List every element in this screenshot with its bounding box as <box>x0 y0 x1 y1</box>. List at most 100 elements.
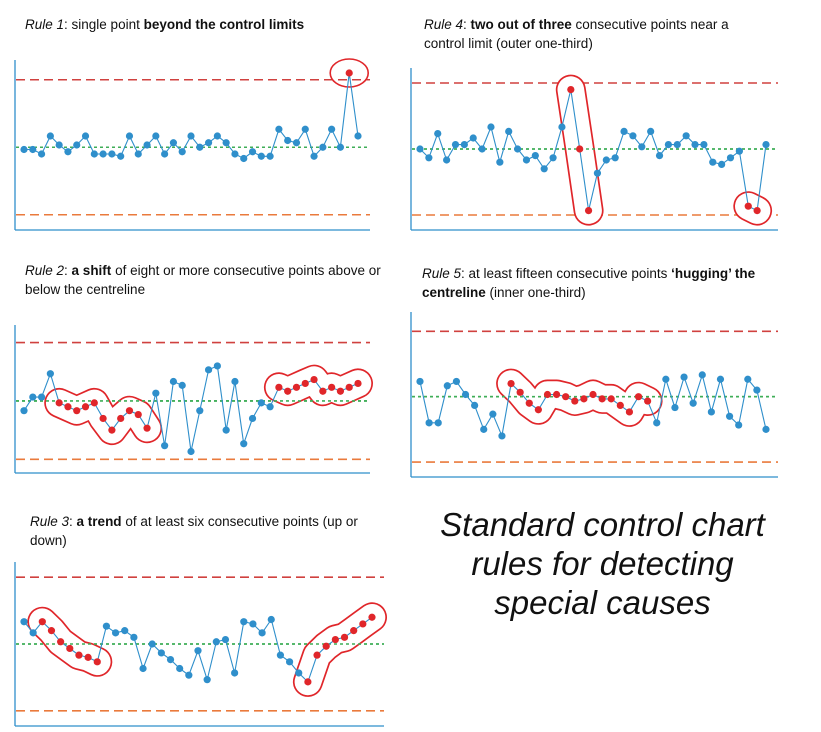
rule5-highlight-point <box>644 397 652 405</box>
rule4-highlight-point <box>584 207 593 215</box>
rule5-highlight-point <box>507 379 515 388</box>
rule3-highlight-point <box>359 620 367 628</box>
rule1-data-point <box>204 139 213 147</box>
rule3-data-point <box>285 658 294 666</box>
rule1-data-point <box>108 150 116 158</box>
rule3-caption: Rule 3: a trend of at least six consecut… <box>30 512 390 550</box>
rule4-highlight-point <box>744 202 752 210</box>
rule1-data-point <box>161 150 169 158</box>
rule4-data-point <box>647 127 655 135</box>
rule2-highlight-point <box>108 426 116 434</box>
rule3-highlight-point <box>313 651 321 659</box>
title-line-3: special causes <box>494 584 711 621</box>
rule4-data-point <box>762 141 770 149</box>
rule2-data-point <box>231 377 239 386</box>
rule2-data-point <box>46 370 54 378</box>
rule5-highlight-point <box>543 390 552 399</box>
rule4-data-point <box>638 143 646 151</box>
rule5-highlight-point <box>516 388 524 396</box>
rule5-caption-pre: : at least fifteen consecutive points <box>461 266 672 281</box>
rule4-data-point <box>425 154 433 162</box>
title-line-2: rules for detecting <box>471 545 734 582</box>
rule1-data-point <box>46 132 54 140</box>
rule1-data-point <box>64 148 72 156</box>
rule1-data-point <box>310 152 318 160</box>
rule1-highlight-point <box>345 69 353 77</box>
rule3-data-point <box>29 629 37 637</box>
rule2-caption-rule: Rule 2 <box>25 263 65 278</box>
rule4-data-point <box>673 141 681 149</box>
rule3-data-point <box>121 627 129 635</box>
rule3-caption-post: of at least six consecutive points (up o… <box>30 514 358 548</box>
rule1-data-point <box>301 125 309 133</box>
rule3-highlight-point <box>84 653 92 661</box>
rule3-data-point <box>176 664 184 673</box>
rule2-data-point <box>169 377 178 386</box>
rule5-data-point <box>653 419 661 427</box>
rule5-data-point <box>489 410 497 418</box>
rule1-data-point <box>125 132 134 140</box>
rule2-highlight-point <box>328 383 336 391</box>
rule4-data-point <box>735 147 743 155</box>
rule2-highlight-point <box>55 399 63 407</box>
rule1-data-point <box>143 141 151 149</box>
rule3-highlight-point <box>322 642 330 650</box>
rule1-data-point <box>81 132 90 140</box>
rule4-data-point <box>487 123 495 131</box>
rule2-data-point <box>178 381 186 389</box>
rule1-data-point <box>90 150 98 158</box>
rule1-data-point <box>231 150 239 158</box>
rule1-data-point <box>248 148 257 156</box>
rule4-data-point <box>558 123 566 131</box>
rule3-highlight-point <box>304 678 312 686</box>
rule2-data-point <box>213 362 221 370</box>
rule3-data-point <box>148 640 156 648</box>
rule3-data-point <box>295 669 303 677</box>
rule4-data-point <box>620 127 628 135</box>
rule2-data-point <box>161 442 169 450</box>
rule2-highlight-point <box>125 407 134 415</box>
rule5-highlight-point <box>534 406 542 414</box>
rule2-highlight-point <box>143 424 151 432</box>
rule5-caption-bold: ‘hugging’ the centreline <box>422 266 756 300</box>
rule4-caption-rule: Rule 4 <box>424 17 464 32</box>
rule2-data-point <box>196 407 204 415</box>
rule1-data-point <box>292 139 301 147</box>
rule5-data-point <box>698 371 706 379</box>
rule4-data-point <box>655 152 664 160</box>
rule4-highlight-point <box>753 207 761 215</box>
rule3-highlight-point <box>331 635 339 644</box>
rule1-data-point <box>257 152 265 160</box>
rule4-caption-post: consecutive points near a control limit … <box>424 17 729 51</box>
rule2-highlight-point <box>354 379 362 388</box>
rule3-data-point <box>267 615 275 624</box>
rule5-highlight-point <box>562 393 570 401</box>
rule3-highlight-point <box>57 638 65 646</box>
rule5-highlight-point <box>525 399 533 407</box>
rule2-data-point <box>266 403 274 411</box>
rule2-highlight-point <box>336 387 345 395</box>
rule1-data-point <box>178 148 186 156</box>
rule5-highlight-point <box>589 390 597 399</box>
rule5-caption: Rule 5: at least fifteen consecutive poi… <box>422 264 812 302</box>
rule5-highlight-point <box>616 401 624 410</box>
rule2-highlight-point <box>345 383 353 391</box>
rule2-data-point <box>37 393 46 401</box>
rule2-highlight-point <box>73 407 81 415</box>
rule1-caption-bold: beyond the control limits <box>143 17 305 32</box>
rule2-caption: Rule 2: a shift of eight or more consecu… <box>25 261 385 299</box>
rule5-data-point <box>452 377 461 386</box>
rule5-data-point <box>762 425 770 433</box>
rule2-highlight-point <box>284 387 292 395</box>
rule4-series-line <box>419 89 767 212</box>
rule4-data-point <box>691 141 699 149</box>
rule1-data-point <box>328 125 336 133</box>
rule2-data-point <box>222 426 230 434</box>
rule4-data-point <box>416 145 424 153</box>
rule1-data-point <box>99 150 107 158</box>
rule3-highlight-point <box>340 633 349 641</box>
rule1-data-point <box>336 143 345 151</box>
rule5-highlight-point <box>607 395 615 403</box>
rule2-highlight-point <box>81 403 90 411</box>
rule4-caption-bold: two out of three <box>470 17 572 32</box>
